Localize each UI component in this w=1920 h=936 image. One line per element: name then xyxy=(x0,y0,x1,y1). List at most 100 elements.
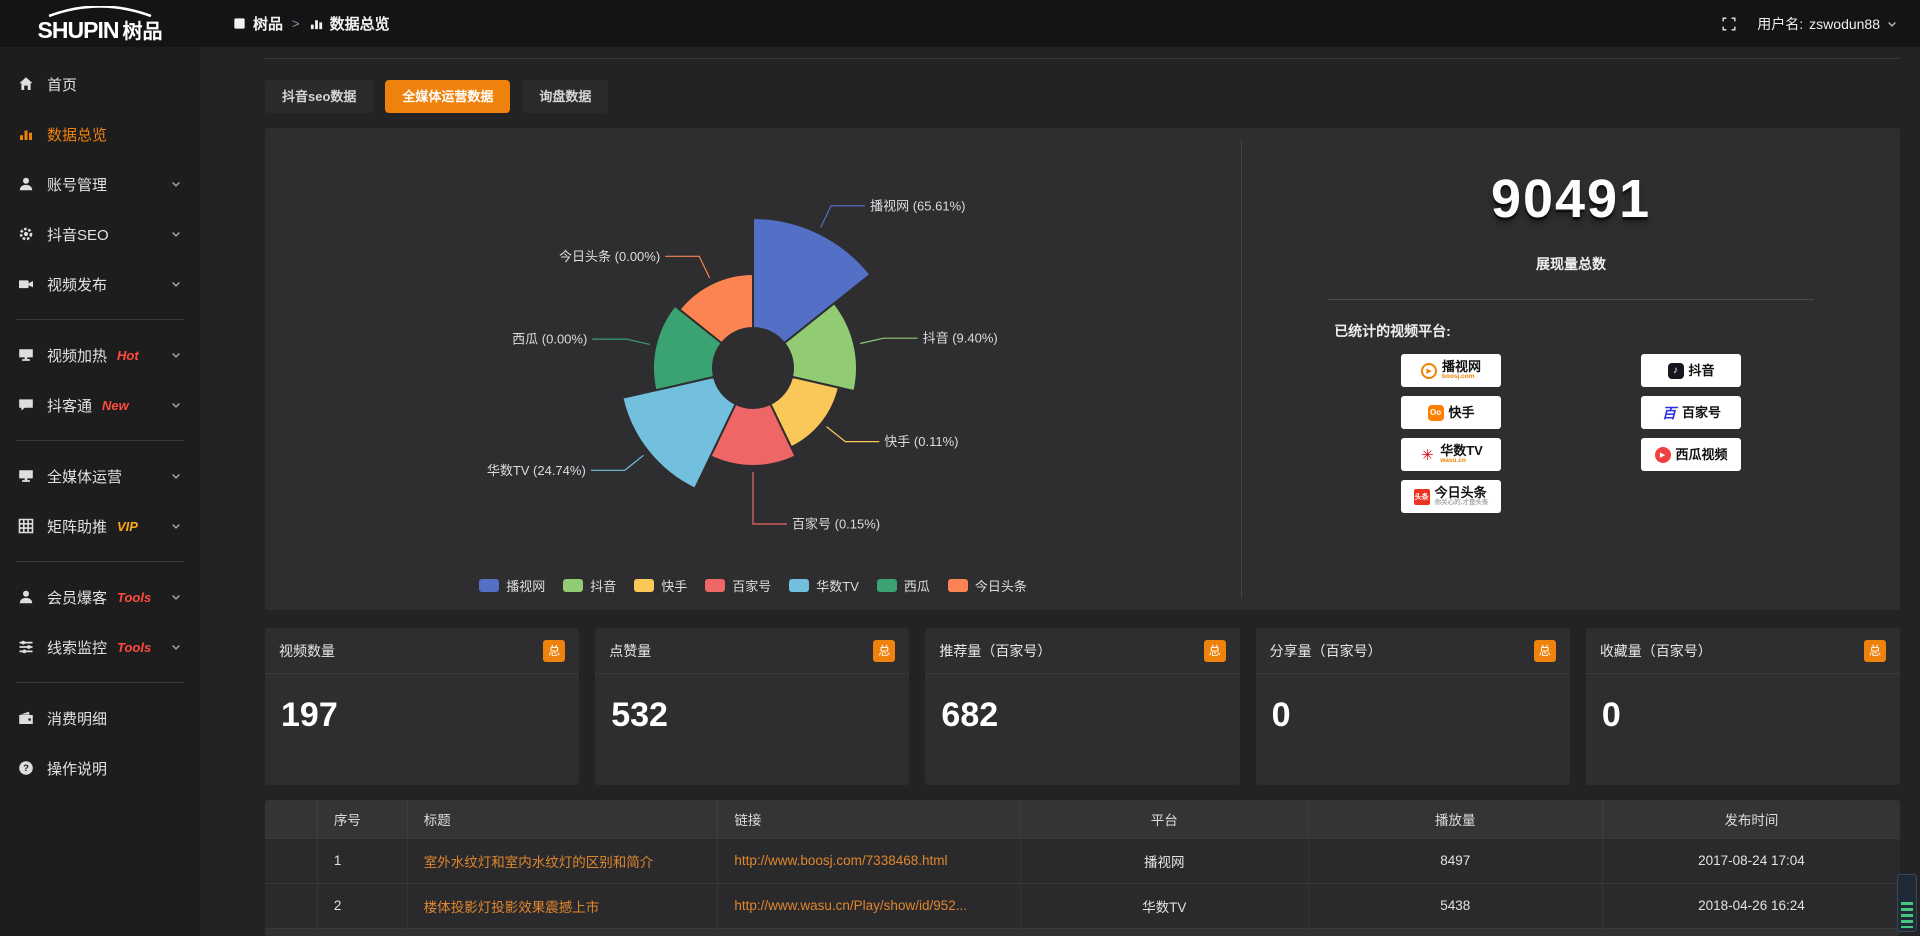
username-label: 用户名: xyxy=(1757,15,1804,32)
sidebar-item-12[interactable]: ? 操作说明 xyxy=(0,743,200,793)
sidebar-item-label: 抖客通 xyxy=(47,397,93,415)
sidebar-item-5[interactable]: 视频加热 Hot xyxy=(0,330,200,380)
column-header-6: 发布时间 xyxy=(1602,800,1900,838)
total-badge[interactable]: 总 xyxy=(1864,639,1887,662)
sidebar-item-9[interactable]: 会员爆客 Tools xyxy=(0,572,200,622)
pie-label-line xyxy=(590,454,644,471)
grid-icon xyxy=(18,518,34,534)
fullscreen-icon[interactable] xyxy=(1721,16,1737,32)
pie-slice-2[interactable] xyxy=(769,375,841,449)
chevron-down-icon xyxy=(170,520,182,532)
legend-item-1[interactable]: 抖音 xyxy=(563,576,616,595)
stat-card-3: 分享量（百家号） 总 0 xyxy=(1255,628,1570,785)
sidebar-item-2[interactable]: 账号管理 xyxy=(0,159,200,209)
legend-item-4[interactable]: 华数TV xyxy=(789,576,859,595)
pie-slice-5[interactable] xyxy=(652,303,724,391)
pie-label: 播视网 (65.61%) xyxy=(870,198,965,213)
sidebar-item-3[interactable]: 抖音SEO xyxy=(0,209,200,259)
sidebar-item-1[interactable]: 数据总览 xyxy=(0,109,200,159)
sidebar-badge: New xyxy=(102,397,129,413)
cell-url-link[interactable]: http://www.wasu.cn/Play/show/id/952... xyxy=(717,882,1021,928)
stat-card-title: 视频数量 xyxy=(279,642,335,659)
logo-arc-icon xyxy=(48,5,152,17)
platform-badges: ▶ 播视网 boosj.com Oo 快手 ✳ 华数TV wasu.cn 头条 今日… xyxy=(1242,354,1900,513)
sidebar-divider xyxy=(16,561,184,562)
pie-slice-1[interactable] xyxy=(782,301,859,392)
pie-slice-4[interactable] xyxy=(621,375,737,490)
cell-published: 2018-04-26 16:24 xyxy=(1602,882,1900,928)
pie-label: 华数TV (24.74%) xyxy=(487,462,586,477)
pie-label: 抖音 (9.40%) xyxy=(923,330,998,345)
legend-item-2[interactable]: 快手 xyxy=(634,576,687,595)
cell-title-link[interactable]: 楼体投影灯投影效果震撼上市 xyxy=(407,882,719,928)
chevron-down-icon xyxy=(1886,18,1898,30)
breadcrumb-label: 树品 xyxy=(253,16,284,33)
stat-card-1: 点赞量 总 532 xyxy=(595,628,910,785)
sidebar-item-6[interactable]: 抖客通 New xyxy=(0,380,200,430)
platform-badge-left-0: ▶ 播视网 boosj.com xyxy=(1401,354,1502,387)
platform-badge-left-1: Oo 快手 xyxy=(1401,396,1502,429)
total-badge[interactable]: 总 xyxy=(873,639,896,662)
select-all-header xyxy=(265,800,318,838)
total-badge[interactable]: 总 xyxy=(1203,639,1226,662)
total-badge[interactable]: 总 xyxy=(543,639,566,662)
sidebar-item-4[interactable]: 视频发布 xyxy=(0,259,200,309)
topbar: SHUPIN 树品 树品 > 数据总览 用户名: zswodun88 xyxy=(0,0,1920,47)
cell-title-link[interactable]: 室外水纹灯和室内水纹灯的区别和简介 xyxy=(407,837,719,883)
sidebar-badge: VIP xyxy=(117,518,138,534)
sidebar-item-label: 会员爆客 xyxy=(47,589,108,607)
platform-name: 快手 xyxy=(1448,404,1475,420)
gear-icon xyxy=(18,226,34,242)
legend-swatch-icon xyxy=(789,578,810,592)
sidebar-item-label: 数据总览 xyxy=(47,126,108,144)
stat-card-title: 收藏量（百家号） xyxy=(1599,642,1712,659)
platform-badge-right-2: ▶ 西瓜视频 xyxy=(1641,438,1742,471)
pie-slice-6[interactable] xyxy=(678,272,755,345)
legend-item-0[interactable]: 播视网 xyxy=(479,576,545,595)
breadcrumb-home[interactable]: 树品 xyxy=(232,13,283,34)
sidebar-item-10[interactable]: 线索监控 Tools xyxy=(0,622,200,672)
sidebar-item-11[interactable]: 消费明细 xyxy=(0,693,200,743)
pie-chart: 播视网 (65.61%) 抖音 (9.40%) 快手 (0.11%) 百家号 (0.1… xyxy=(487,198,998,531)
question-icon: ? xyxy=(18,760,34,776)
bar-chart-icon xyxy=(309,16,324,31)
chevron-down-icon xyxy=(170,399,182,411)
sidebar-item-label: 操作说明 xyxy=(47,760,108,778)
column-header-1: 序号 xyxy=(317,800,408,838)
stat-card-value: 0 xyxy=(1271,696,1291,734)
sidebar-item-label: 账号管理 xyxy=(47,176,108,194)
floating-widget[interactable] xyxy=(1897,874,1917,932)
platform-badge-right-1: 百 百家号 xyxy=(1641,396,1742,429)
monitor-icon xyxy=(18,468,34,484)
sliders-icon xyxy=(18,639,34,655)
breadcrumb-current[interactable]: 数据总览 xyxy=(309,13,390,34)
sidebar-item-label: 消费明细 xyxy=(47,710,108,728)
legend-item-3[interactable]: 百家号 xyxy=(705,576,771,595)
column-header-3: 链接 xyxy=(717,800,1021,838)
tab-2[interactable]: 询盘数据 xyxy=(522,80,609,113)
legend-item-6[interactable]: 今日头条 xyxy=(947,576,1027,595)
sidebar-divider xyxy=(16,682,184,683)
legend-item-5[interactable]: 西瓜 xyxy=(876,576,930,595)
total-badge[interactable]: 总 xyxy=(1533,639,1556,662)
pie-slice-3[interactable] xyxy=(709,402,797,467)
platform-sub: boosj.com xyxy=(1442,372,1475,380)
app-logo[interactable]: SHUPIN 树品 xyxy=(0,0,200,47)
cell-url-link[interactable]: http://www.boosj.com/7338468.html xyxy=(717,837,1021,883)
impressions-total: 90491 xyxy=(1490,169,1652,229)
sidebar-item-0[interactable]: 首页 xyxy=(0,59,200,109)
user-icon xyxy=(18,589,34,605)
tab-0[interactable]: 抖音seo数据 xyxy=(265,80,374,113)
user-menu[interactable]: 用户名: zswodun88 xyxy=(1757,14,1898,34)
platforms-label: 已统计的视频平台: xyxy=(1334,323,1451,339)
cell-platform: 播视网 xyxy=(1020,837,1309,883)
sidebar-item-8[interactable]: 矩阵助推 VIP xyxy=(0,501,200,551)
tab-1[interactable]: 全媒体运营数据 xyxy=(385,80,511,113)
platform-name: 播视网 xyxy=(1442,359,1482,375)
platform-name: 华数TV xyxy=(1440,443,1483,459)
stat-card-2: 推荐量（百家号） 总 682 xyxy=(925,628,1240,785)
summary-section: 90491 展现量总数 已统计的视频平台: ▶ 播视网 boosj.com Oo … xyxy=(1242,128,1900,610)
sidebar-item-7[interactable]: 全媒体运营 xyxy=(0,451,200,501)
pie-slice-0[interactable] xyxy=(752,216,872,345)
column-header-2: 标题 xyxy=(407,800,719,838)
